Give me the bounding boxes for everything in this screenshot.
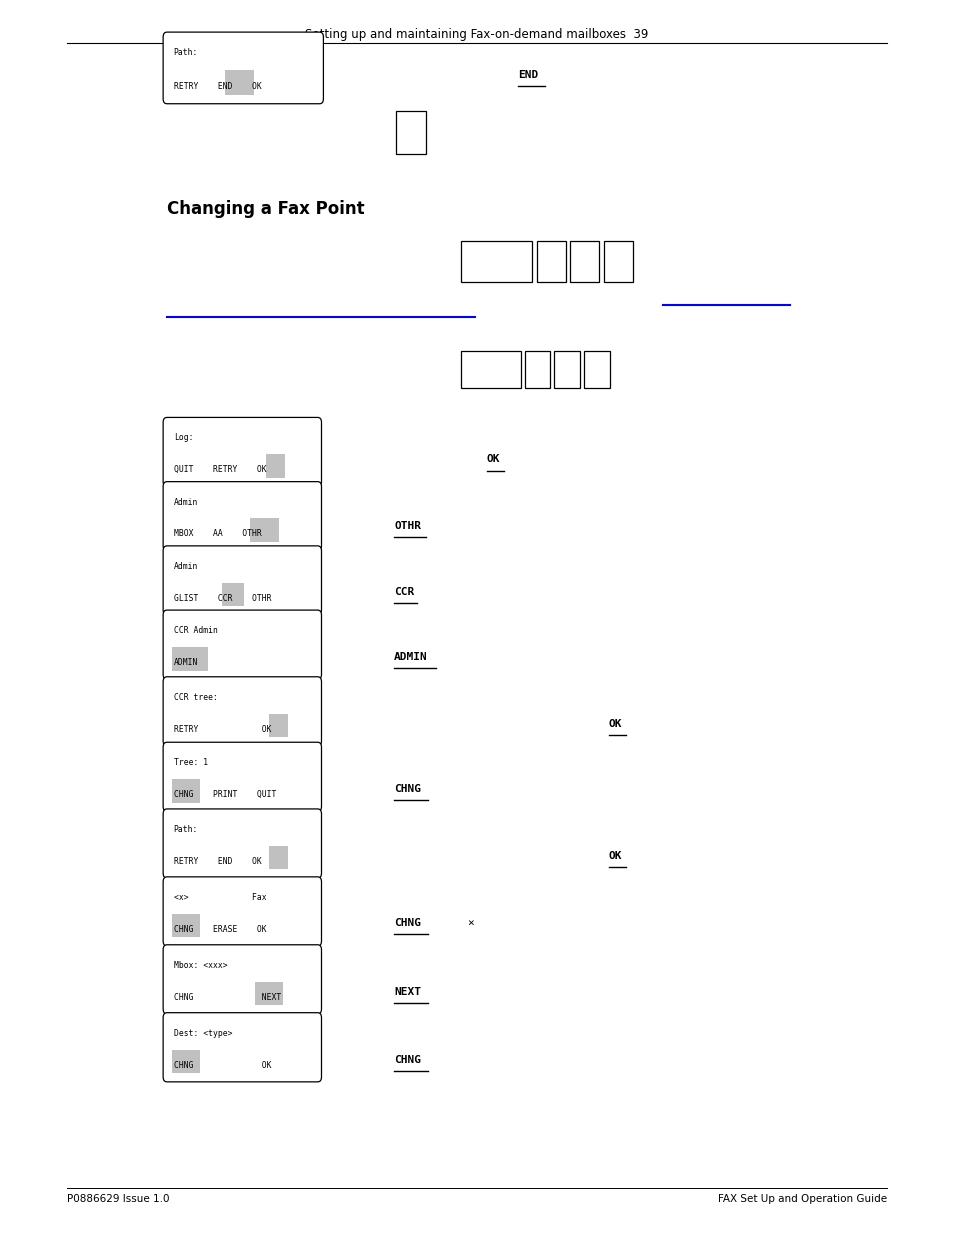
Text: QUIT    RETRY    OK: QUIT RETRY OK	[173, 466, 266, 474]
Text: Log:: Log:	[173, 433, 193, 442]
Text: RETRY    END    OK: RETRY END OK	[173, 83, 261, 91]
Text: OTHR: OTHR	[394, 521, 420, 531]
Text: OK: OK	[608, 851, 621, 861]
FancyBboxPatch shape	[163, 417, 321, 487]
Text: P0886629 Issue 1.0: P0886629 Issue 1.0	[67, 1194, 169, 1204]
FancyBboxPatch shape	[163, 1013, 321, 1082]
Bar	[225, 70, 253, 95]
Text: CHNG              NEXT: CHNG NEXT	[173, 993, 280, 1002]
Bar	[395, 111, 426, 154]
Bar	[460, 351, 520, 388]
Text: CHNG    PRINT    QUIT: CHNG PRINT QUIT	[173, 790, 275, 799]
Text: Admin: Admin	[173, 498, 198, 506]
Bar	[222, 583, 244, 606]
Bar	[524, 351, 550, 388]
Text: OK: OK	[608, 719, 621, 729]
Bar	[172, 1050, 200, 1073]
Text: CCR: CCR	[394, 587, 414, 597]
Bar	[583, 351, 609, 388]
FancyBboxPatch shape	[163, 32, 323, 104]
Text: ADMIN: ADMIN	[394, 652, 427, 662]
Text: <x>             Fax: <x> Fax	[173, 893, 266, 902]
Text: RETRY             OK: RETRY OK	[173, 725, 271, 734]
Text: NEXT: NEXT	[394, 987, 420, 997]
FancyBboxPatch shape	[163, 546, 321, 615]
Text: Path:: Path:	[173, 48, 198, 57]
Text: CHNG: CHNG	[394, 784, 420, 794]
Text: CCR tree:: CCR tree:	[173, 693, 217, 701]
FancyBboxPatch shape	[163, 482, 321, 551]
Bar	[269, 846, 288, 869]
FancyBboxPatch shape	[163, 742, 321, 811]
FancyBboxPatch shape	[163, 809, 321, 878]
FancyBboxPatch shape	[163, 945, 321, 1014]
Text: GLIST    CCR    OTHR: GLIST CCR OTHR	[173, 594, 271, 603]
Bar	[172, 779, 200, 803]
Text: END: END	[517, 70, 537, 80]
Text: CHNG              OK: CHNG OK	[173, 1061, 271, 1070]
Text: ADMIN: ADMIN	[173, 658, 198, 667]
Bar	[570, 241, 598, 282]
Text: Dest: <type>: Dest: <type>	[173, 1029, 232, 1037]
Bar	[269, 714, 288, 737]
FancyBboxPatch shape	[163, 677, 321, 746]
Text: CCR Admin: CCR Admin	[173, 626, 217, 635]
Text: CHNG    ERASE    OK: CHNG ERASE OK	[173, 925, 266, 934]
Bar	[603, 241, 632, 282]
Bar	[254, 982, 283, 1005]
Text: MBOX    AA    OTHR: MBOX AA OTHR	[173, 530, 261, 538]
Text: RETRY    END    OK: RETRY END OK	[173, 857, 261, 866]
FancyBboxPatch shape	[163, 610, 321, 679]
Text: Path:: Path:	[173, 825, 198, 834]
Bar	[537, 241, 565, 282]
FancyBboxPatch shape	[163, 877, 321, 946]
Bar	[172, 914, 200, 937]
Text: CHNG: CHNG	[394, 1055, 420, 1065]
Bar	[250, 519, 278, 542]
Text: CHNG: CHNG	[394, 918, 420, 927]
Text: Mbox: <xxx>: Mbox: <xxx>	[173, 961, 227, 969]
Text: FAX Set Up and Operation Guide: FAX Set Up and Operation Guide	[718, 1194, 886, 1204]
Bar	[172, 647, 208, 671]
Bar	[554, 351, 579, 388]
Text: Tree: 1: Tree: 1	[173, 758, 208, 767]
Text: Changing a Fax Point: Changing a Fax Point	[167, 200, 364, 219]
Bar	[460, 241, 532, 282]
Bar	[266, 454, 285, 478]
Text: Admin: Admin	[173, 562, 198, 571]
Text: Setting up and maintaining Fax-on-demand mailboxes  39: Setting up and maintaining Fax-on-demand…	[305, 28, 648, 42]
Text: OK: OK	[486, 454, 499, 464]
Text: ×: ×	[467, 918, 474, 927]
